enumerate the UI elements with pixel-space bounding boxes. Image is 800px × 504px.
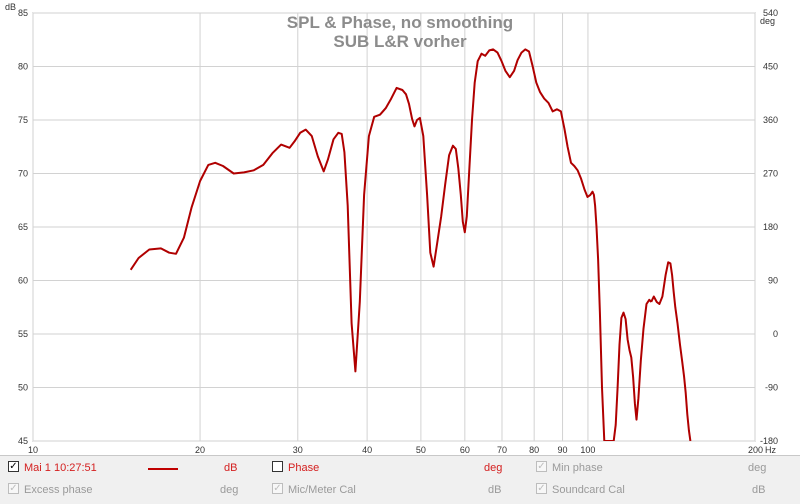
spl-series-line <box>129 48 652 441</box>
y-tick-label: 50 <box>18 383 28 393</box>
soundcard-cal-checkbox[interactable]: ✓ <box>536 483 547 494</box>
x-tick-label: 70 <box>497 445 507 455</box>
x-axis-unit: Hz <box>765 445 776 455</box>
phase-unit: deg <box>484 462 503 474</box>
x-tick-label: 90 <box>558 445 568 455</box>
soundcard-cal-unit: dB <box>752 484 766 496</box>
y2-tick-label: 540 <box>763 8 778 18</box>
min-phase-checkbox[interactable]: ✓ <box>536 461 547 472</box>
chart-title: SPL & Phase, no smoothing <box>287 13 513 32</box>
spl-series-line <box>650 261 692 441</box>
x-tick-label: 100 <box>580 445 595 455</box>
y-tick-label: 75 <box>18 115 28 125</box>
x-tick-label: 80 <box>529 445 539 455</box>
min-phase-label[interactable]: Min phase <box>552 462 603 474</box>
y2-tick-label: 450 <box>763 62 778 72</box>
soundcard-cal-label[interactable]: Soundcard Cal <box>552 484 625 496</box>
y-tick-label: 60 <box>18 276 28 286</box>
y2-tick-label: 180 <box>763 222 778 232</box>
excess-phase-label[interactable]: Excess phase <box>24 484 93 496</box>
min-phase-unit: deg <box>748 462 767 474</box>
legend-panel: ✓ Mai 1 10:27:51 dB Phase deg ✓ Min phas… <box>0 455 800 504</box>
x-tick-label: 20 <box>195 445 205 455</box>
y-tick-label: 55 <box>18 329 28 339</box>
series-layer <box>129 48 692 441</box>
grid-lines <box>32 12 756 442</box>
x-tick-label: 200 <box>748 445 763 455</box>
measurement-unit: dB <box>224 462 238 474</box>
mic-cal-label[interactable]: Mic/Meter Cal <box>288 484 356 496</box>
legend-row-2: ✓ Excess phase deg ✓ Mic/Meter Cal dB ✓ … <box>0 482 800 502</box>
x-tick-label: 30 <box>293 445 303 455</box>
legend-row-1: ✓ Mai 1 10:27:51 dB Phase deg ✓ Min phas… <box>0 460 800 480</box>
phase-checkbox[interactable] <box>272 461 283 472</box>
y-tick-label: 70 <box>18 169 28 179</box>
y2-tick-label: 360 <box>763 115 778 125</box>
x-tick-label: 10 <box>28 445 38 455</box>
y-axis-unit: dB <box>5 2 16 12</box>
y2-tick-label: -90 <box>765 383 778 393</box>
y2-tick-label: 270 <box>763 169 778 179</box>
mic-cal-unit: dB <box>488 484 502 496</box>
phase-label[interactable]: Phase <box>288 462 320 474</box>
titles: SPL & Phase, no smoothing SUB L&R vorher <box>287 13 513 51</box>
y-tick-label: 45 <box>18 436 28 446</box>
y2-tick-label: 0 <box>773 329 778 339</box>
excess-phase-unit: deg <box>220 484 239 496</box>
y-tick-label: 85 <box>18 8 28 18</box>
measurement-color-swatch[interactable] <box>148 468 178 470</box>
x-tick-label: 40 <box>362 445 372 455</box>
x-tick-label: 50 <box>416 445 426 455</box>
y2-tick-label: -180 <box>760 436 778 446</box>
y-tick-label: 65 <box>18 222 28 232</box>
y2-axis-unit: deg <box>760 16 775 26</box>
excess-phase-checkbox[interactable]: ✓ <box>8 483 19 494</box>
mic-cal-checkbox[interactable]: ✓ <box>272 483 283 494</box>
y2-tick-label: 90 <box>768 276 778 286</box>
y-tick-label: 80 <box>18 62 28 72</box>
x-tick-label: 60 <box>460 445 470 455</box>
chart-subtitle: SUB L&R vorher <box>333 32 467 51</box>
measurement-checkbox[interactable]: ✓ <box>8 461 19 472</box>
measurement-name[interactable]: Mai 1 10:27:51 <box>24 462 97 474</box>
